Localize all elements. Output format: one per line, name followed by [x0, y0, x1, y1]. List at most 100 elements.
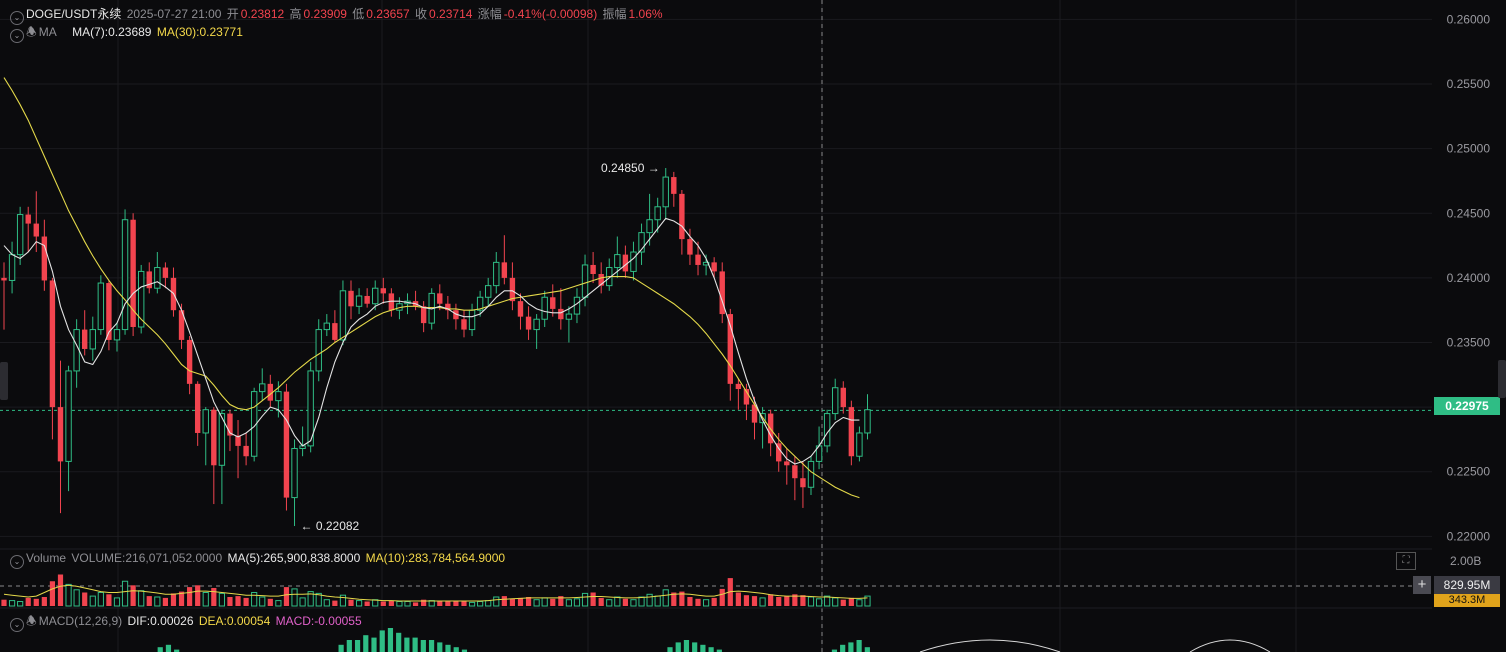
volume-bar: [485, 600, 492, 607]
volume-bar: [695, 598, 701, 606]
candle-body: [178, 310, 185, 340]
candle-body: [832, 387, 839, 415]
volume-ma-tag: 343.3M: [1434, 594, 1500, 607]
volume-bar: [606, 599, 613, 607]
volume-bar: [679, 591, 685, 606]
candle-body: [283, 391, 290, 498]
volume-bar: [832, 597, 839, 607]
price-axis-label: 0.26000: [1447, 12, 1491, 26]
candle-body: [646, 219, 653, 234]
candle-body: [227, 413, 233, 436]
right-collapse-handle[interactable]: [1498, 360, 1506, 398]
volume-bar: [82, 592, 88, 606]
volume-bar: [332, 600, 338, 606]
candle-body: [856, 432, 863, 457]
volume-bar: [339, 594, 347, 607]
macd-bar: [461, 649, 468, 652]
candle-body: [315, 329, 322, 372]
amplitude-value: 1.06%: [628, 7, 663, 21]
volume-bar: [437, 601, 443, 606]
volume-bar: [687, 597, 693, 606]
ma30-line: [3, 77, 860, 499]
candles-layer: [1, 168, 871, 527]
candle-body: [630, 251, 637, 272]
candle-body: [154, 267, 161, 289]
candle-body: [840, 387, 846, 408]
volume-bar: [25, 597, 31, 606]
candle-body: [146, 271, 152, 289]
volume-bar: [73, 589, 80, 607]
volume-bar: [33, 598, 39, 606]
current-price-tag: 0.22975: [1434, 397, 1500, 415]
candle-body: [638, 232, 645, 253]
macd-legend: ⌄ 🕭 MACD(12,26,9) DIF:0.00026 DEA:0.00054 …: [10, 612, 364, 633]
volume-bar: [404, 601, 411, 607]
macd-indicator-name[interactable]: MACD(12,26,9): [38, 614, 123, 628]
volume-bar: [211, 588, 217, 606]
volume-bar: [743, 595, 750, 606]
volume-bar: [501, 596, 507, 606]
macd-bar: [174, 649, 180, 652]
chevron-down-icon[interactable]: ⌄: [10, 618, 24, 632]
volume-ma10: MA(10):283,784,564.9000: [365, 551, 506, 565]
crosshair: [0, 0, 1432, 652]
volume-bar: [388, 600, 394, 606]
candle-body: [380, 288, 386, 294]
volume-ma5: MA(5):265,900,838.8000: [227, 551, 361, 565]
candle-body: [485, 285, 492, 298]
volume-bar: [509, 598, 516, 606]
volume-bar: [654, 595, 661, 607]
bell-icon[interactable]: 🕭: [26, 25, 37, 39]
macd-bar: [396, 632, 402, 652]
left-collapse-handle[interactable]: [0, 362, 8, 400]
macd-bar: [840, 644, 846, 652]
bell-icon[interactable]: 🕭: [26, 614, 37, 628]
candle-body: [97, 282, 105, 331]
price-axis-label: 0.25500: [1447, 77, 1491, 91]
macd-bar: [420, 640, 426, 652]
candle-body: [590, 264, 596, 274]
macd-bar: [379, 630, 385, 652]
volume-bar: [671, 592, 677, 606]
candle-body: [461, 319, 467, 330]
candle-body: [695, 254, 701, 265]
ma-indicator-name[interactable]: MA: [38, 25, 57, 39]
candle-body: [243, 445, 249, 457]
macd-bar: [864, 647, 870, 652]
candle-body: [1, 277, 7, 281]
macd-bar: [675, 642, 681, 652]
macd-bar: [404, 637, 410, 652]
chevron-down-icon[interactable]: ⌄: [10, 29, 24, 43]
volume-bar: [57, 574, 64, 606]
volume-bar: [355, 600, 363, 607]
extreme-price-annotation: ← 0.22082: [301, 519, 360, 533]
chevron-down-icon[interactable]: ⌄: [10, 555, 24, 569]
volume-bar: [768, 594, 774, 606]
volume-bar: [662, 589, 669, 607]
candle-body: [372, 287, 379, 305]
volume-indicator-name[interactable]: Volume: [26, 551, 67, 565]
expand-icon[interactable]: ⛶: [1396, 552, 1416, 570]
macd-bar: [428, 640, 435, 652]
candle-body: [565, 313, 573, 320]
candle-body: [355, 295, 363, 307]
volume-bar: [735, 592, 741, 606]
macd-bar: [848, 642, 854, 652]
low-value: 0.23657: [366, 7, 410, 21]
price-axis-label: 0.24500: [1447, 206, 1491, 220]
candle-body: [581, 264, 589, 298]
chevron-down-icon[interactable]: ⌄: [10, 11, 24, 25]
candle-body: [267, 383, 274, 401]
candle-body: [348, 290, 354, 307]
candle-body: [235, 435, 241, 446]
add-icon[interactable]: +: [1413, 576, 1431, 594]
volume-bar: [187, 587, 193, 606]
volume-bar: [106, 594, 112, 606]
volume-bar: [283, 587, 290, 606]
volume-bar: [259, 596, 266, 607]
volume-bar: [307, 591, 314, 607]
candle-body: [800, 478, 806, 488]
macd-bar: [667, 647, 673, 652]
ma-lines-layer: [3, 77, 860, 499]
